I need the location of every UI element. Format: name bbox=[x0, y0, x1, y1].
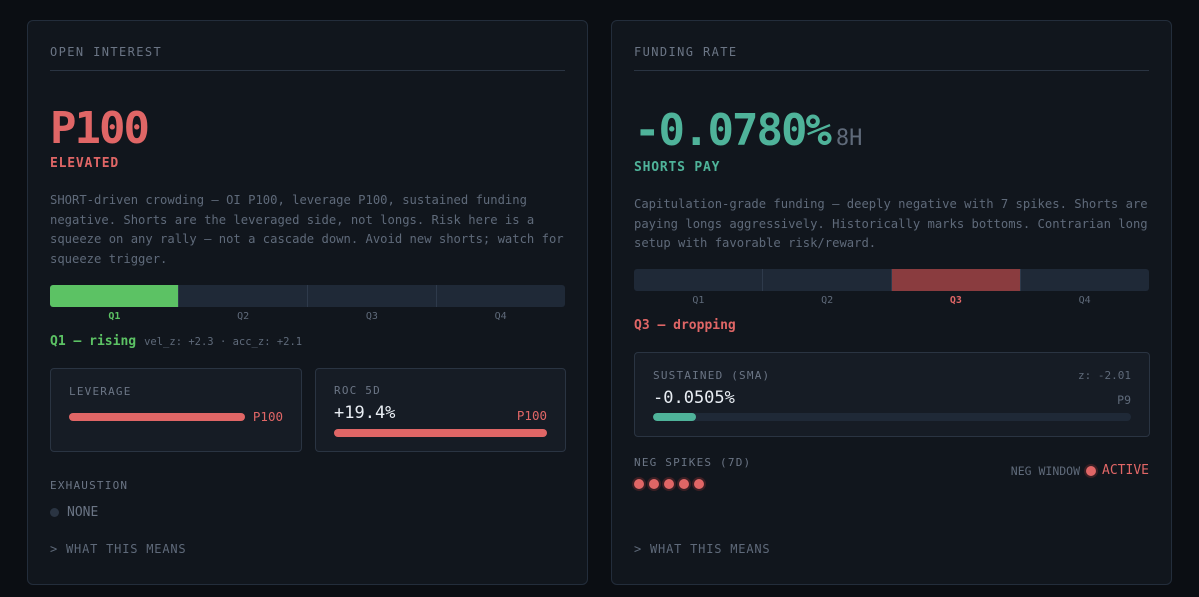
funding-rate-number: -0.0780% bbox=[634, 105, 832, 156]
chevron-right-icon: > bbox=[634, 542, 643, 556]
leverage-card: LEVERAGE P100 bbox=[50, 368, 302, 452]
oi-quartile-status: Q1 — rising vel_z: +2.3 · acc_z: +2.1 bbox=[50, 334, 302, 349]
exhaustion-value: NONE bbox=[67, 505, 99, 520]
funding-rate-unit: 8H bbox=[835, 126, 863, 151]
roc-card: ROC 5D +19.4% P100 bbox=[315, 368, 566, 452]
fr-quartile-labels: Q1 Q2 Q3 Q4 bbox=[634, 295, 1149, 306]
quartile-label-q4: Q4 bbox=[1078, 295, 1091, 306]
alert-dot-icon bbox=[1086, 465, 1097, 476]
spike-dot-icon bbox=[634, 479, 644, 489]
funding-rate-panel: FUNDING RATE -0.0780% 8H SHORTS PAY Capit… bbox=[611, 20, 1172, 585]
sustained-bar-fill bbox=[653, 413, 697, 421]
oi-quartile-bar bbox=[50, 285, 565, 307]
neg-window-value: ACTIVE bbox=[1102, 463, 1149, 478]
panel-title: FUNDING RATE bbox=[634, 45, 738, 59]
quartile-label-q3: Q3 bbox=[365, 311, 378, 322]
spike-dot-icon bbox=[694, 479, 704, 489]
sustained-zscore: z: -2.01 bbox=[1078, 369, 1131, 382]
what-this-means-toggle[interactable]: > WHAT THIS MEANS bbox=[634, 542, 770, 556]
quartile-label-q3: Q3 bbox=[949, 295, 962, 306]
quartile-label-q2: Q2 bbox=[237, 311, 250, 322]
spike-dot-icon bbox=[679, 479, 689, 489]
quartile-segment-q1 bbox=[50, 285, 179, 307]
what-this-means-toggle[interactable]: > WHAT THIS MEANS bbox=[50, 542, 186, 556]
quartile-segment-q2 bbox=[179, 285, 308, 307]
funding-rate-value: -0.0780% 8H bbox=[634, 105, 862, 156]
leverage-label: LEVERAGE bbox=[69, 385, 132, 398]
neg-spikes-label: NEG SPIKES (7D) bbox=[634, 456, 752, 469]
leverage-bar bbox=[69, 413, 245, 421]
quartile-segment-q1 bbox=[634, 269, 763, 291]
oi-percentile-value: P100 bbox=[50, 103, 150, 154]
divider bbox=[50, 70, 565, 71]
sustained-sma-card: SUSTAINED (SMA) z: -2.01 -0.0505% P9 bbox=[634, 352, 1150, 437]
quartile-label-q1: Q1 bbox=[108, 311, 121, 322]
sustained-bar-track bbox=[653, 413, 1131, 421]
fr-description: Capitulation-grade funding — deeply nega… bbox=[634, 197, 1148, 250]
quartile-segment-q4 bbox=[437, 285, 565, 307]
sustained-label: SUSTAINED (SMA) bbox=[653, 369, 771, 382]
exhaustion-label: EXHAUSTION bbox=[50, 479, 129, 492]
sustained-percentile: P9 bbox=[1117, 393, 1131, 407]
quartile-segment-q2 bbox=[763, 269, 892, 291]
oi-quartile-labels: Q1 Q2 Q3 Q4 bbox=[50, 311, 565, 322]
quartile-segment-q4 bbox=[1021, 269, 1149, 291]
quartile-label-q2: Q2 bbox=[821, 295, 834, 306]
quartile-label-q4: Q4 bbox=[494, 311, 507, 322]
spike-dot-icon bbox=[649, 479, 659, 489]
fr-state-label: SHORTS PAY bbox=[634, 160, 721, 175]
neg-spikes-dots bbox=[634, 479, 709, 489]
oi-state-label: ELEVATED bbox=[50, 156, 120, 171]
exhaustion-status: NONE bbox=[50, 505, 98, 520]
what-this-means-label: WHAT THIS MEANS bbox=[66, 542, 187, 556]
panel-title: OPEN INTEREST bbox=[50, 45, 163, 59]
fr-quartile-status: Q3 — dropping bbox=[634, 318, 736, 333]
divider bbox=[634, 70, 1149, 71]
quartile-label-q1: Q1 bbox=[692, 295, 705, 306]
oi-quartile-meta: vel_z: +2.3 · acc_z: +2.1 bbox=[144, 336, 303, 348]
roc-value: +19.4% bbox=[334, 403, 396, 423]
oi-description: SHORT-driven crowding — OI P100, leverag… bbox=[50, 193, 564, 266]
open-interest-panel: OPEN INTEREST P100 ELEVATED SHORT-driven… bbox=[27, 20, 588, 585]
fr-quartile-bar bbox=[634, 269, 1149, 291]
neg-window-label: NEG WINDOW bbox=[1010, 463, 1081, 478]
leverage-value: P100 bbox=[252, 409, 283, 424]
chevron-right-icon: > bbox=[50, 542, 59, 556]
roc-bar bbox=[334, 429, 547, 437]
status-dot-icon bbox=[50, 508, 59, 517]
roc-label: ROC 5D bbox=[334, 384, 381, 397]
quartile-segment-q3 bbox=[308, 285, 437, 307]
what-this-means-label: WHAT THIS MEANS bbox=[650, 542, 771, 556]
spike-dot-icon bbox=[664, 479, 674, 489]
neg-window-status: NEG WINDOW ACTIVE bbox=[1011, 463, 1149, 478]
sustained-value: -0.0505% bbox=[653, 388, 735, 408]
roc-percentile: P100 bbox=[516, 408, 547, 423]
quartile-segment-q3 bbox=[892, 269, 1021, 291]
oi-quartile-status-text: Q1 — rising bbox=[50, 334, 137, 349]
